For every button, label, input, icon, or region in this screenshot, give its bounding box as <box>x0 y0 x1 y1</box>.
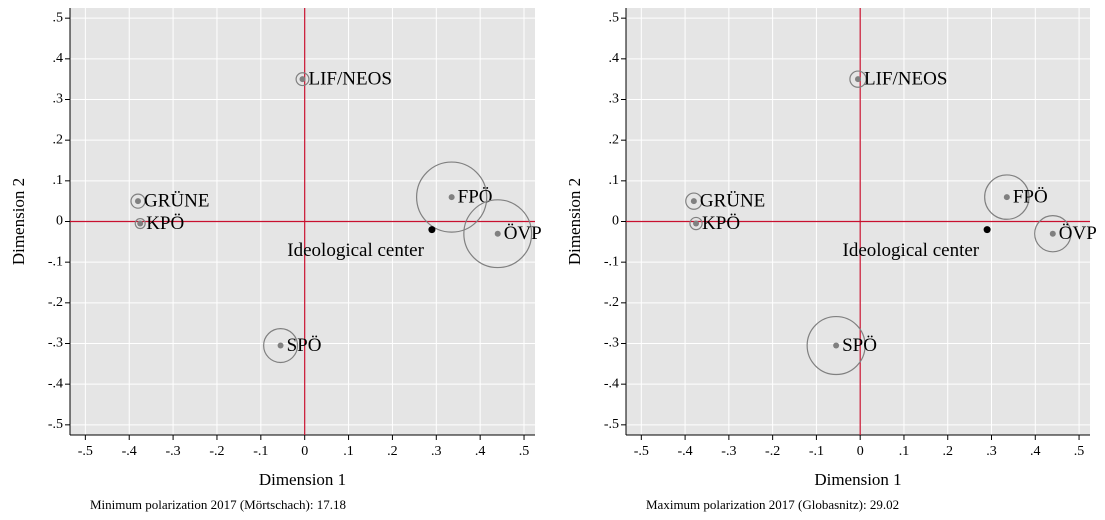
point-label: FPÖ <box>458 186 493 207</box>
y-tick-label: -.4 <box>48 376 63 391</box>
y-tick-label: 0 <box>56 214 63 229</box>
y-tick-label: -.2 <box>48 295 63 310</box>
x-tick-label: .1 <box>899 444 910 459</box>
x-tick-label: -.2 <box>209 444 224 459</box>
point-label: GRÜNE <box>700 191 765 212</box>
center-label: Ideological center <box>843 240 980 261</box>
x-tick-label: .2 <box>942 444 953 459</box>
y-tick-label: .3 <box>53 92 64 107</box>
point-label: ÖVP <box>504 223 542 244</box>
y-tick-label: .2 <box>609 132 620 147</box>
x-tick-label: -.1 <box>809 444 824 459</box>
y-tick-label: -.3 <box>604 336 619 351</box>
point <box>1003 194 1010 201</box>
x-tick-label: .4 <box>475 444 486 459</box>
point <box>277 342 284 349</box>
bubble <box>849 70 867 88</box>
y-tick-label: .5 <box>609 10 620 25</box>
point <box>1049 230 1056 237</box>
point <box>448 194 455 201</box>
x-tick-label: -.4 <box>678 444 693 459</box>
point-label: KPÖ <box>146 213 184 234</box>
point-label: ÖVP <box>1059 223 1097 244</box>
y-tick-label: -.5 <box>48 417 63 432</box>
point <box>494 230 501 237</box>
y-tick-label: .3 <box>609 92 620 107</box>
point-label: LIF/NEOS <box>864 69 947 90</box>
bubble <box>689 216 703 231</box>
bubble <box>806 315 866 376</box>
bubble <box>295 72 310 87</box>
y-tick-label: .4 <box>609 51 620 66</box>
x-tick-label: -.3 <box>721 444 736 459</box>
point <box>833 342 840 349</box>
bubble <box>685 192 703 210</box>
y-tick-label: -.3 <box>48 336 63 351</box>
y-tick-label: -.1 <box>48 254 63 269</box>
point <box>693 220 700 227</box>
x-tick-label: 0 <box>301 444 308 459</box>
y-tick-label: -.4 <box>604 376 619 391</box>
y-tick-label: -.1 <box>604 254 619 269</box>
x-tick-label: 0 <box>857 444 864 459</box>
y-tick-label: .2 <box>53 132 64 147</box>
point-label: SPÖ <box>287 335 322 356</box>
x-tick-label: .3 <box>431 444 442 459</box>
point <box>137 220 144 227</box>
bubble <box>1034 214 1072 253</box>
bubble <box>130 193 146 209</box>
y-tick-label: -.5 <box>604 417 619 432</box>
x-tick-label: .3 <box>986 444 997 459</box>
x-axis-title: Dimension 1 <box>259 470 346 489</box>
x-tick-label: .5 <box>1074 444 1085 459</box>
y-tick-label: .4 <box>53 51 64 66</box>
point <box>855 76 861 83</box>
bubble <box>463 199 533 269</box>
x-tick-label: .5 <box>519 444 530 459</box>
center-point <box>428 226 436 234</box>
y-axis-title: Dimension 2 <box>565 178 584 265</box>
y-tick-label: .1 <box>609 173 620 188</box>
y-tick-label: .1 <box>53 173 64 188</box>
bubble <box>134 217 146 230</box>
point-label: GRÜNE <box>144 191 209 212</box>
x-tick-label: .1 <box>343 444 354 459</box>
point-label: LIF/NEOS <box>309 69 392 90</box>
point <box>690 198 697 205</box>
y-tick-label: -.2 <box>604 295 619 310</box>
x-tick-label: -.1 <box>253 444 268 459</box>
x-tick-label: -.5 <box>78 444 93 459</box>
point-label: SPÖ <box>842 335 877 356</box>
point <box>134 198 141 205</box>
x-tick-label: -.3 <box>166 444 181 459</box>
caption: Minimum polarization 2017 (Mörtschach): … <box>90 497 346 512</box>
x-tick-label: -.5 <box>634 444 649 459</box>
point-label: FPÖ <box>1013 186 1048 207</box>
bubble <box>415 161 488 233</box>
caption: Maximum polarization 2017 (Globasnitz): … <box>646 497 899 512</box>
y-tick-label: 0 <box>612 214 619 229</box>
point <box>299 76 306 83</box>
y-tick-label: .5 <box>53 10 64 25</box>
x-tick-label: .2 <box>387 444 398 459</box>
x-tick-label: -.4 <box>122 444 137 459</box>
bubble <box>263 328 299 364</box>
center-point <box>983 226 991 234</box>
x-axis-title: Dimension 1 <box>814 470 901 489</box>
bubble <box>984 174 1030 220</box>
y-axis-title: Dimension 2 <box>9 178 28 265</box>
center-label: Ideological center <box>287 240 424 261</box>
x-tick-label: -.2 <box>765 444 780 459</box>
x-tick-label: .4 <box>1030 444 1041 459</box>
point-label: KPÖ <box>702 213 740 234</box>
